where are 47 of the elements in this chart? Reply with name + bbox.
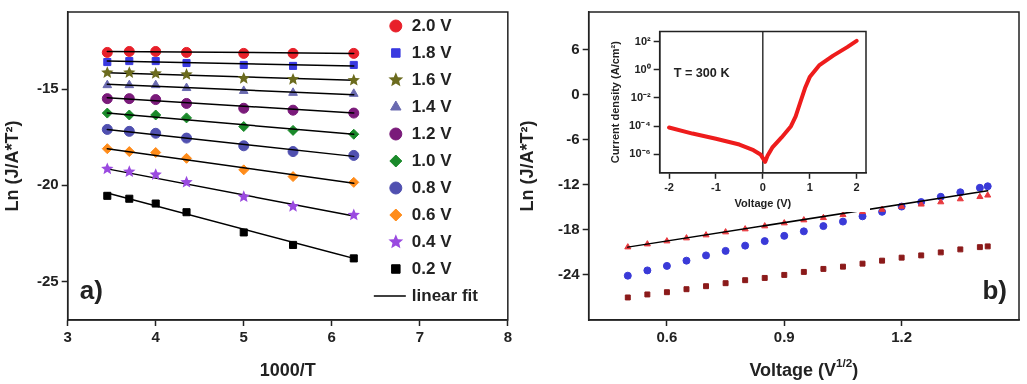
x-tick-label: 7 — [415, 328, 424, 346]
legend-label: linear fit — [411, 285, 479, 305]
x-tick-label: 2 — [853, 181, 860, 194]
y-tick-label: 10² — [634, 34, 652, 47]
legend-label: 1.2 V — [411, 123, 453, 143]
x-tick-label: 1 — [806, 181, 813, 194]
y-axis-title: Ln (J/A*T²) — [516, 120, 537, 212]
legend-label: 0.8 V — [411, 177, 453, 197]
annotation: b) — [982, 275, 1008, 306]
legend-label: 1.4 V — [411, 96, 453, 116]
y-tick-label: 10⁻² — [630, 90, 652, 103]
x-tick-label: -2 — [664, 181, 674, 194]
y-tick-label: 10⁰ — [634, 62, 651, 75]
y-tick-label: -12 — [557, 174, 580, 192]
y-tick-label: -18 — [557, 219, 580, 237]
x-tick-label: 0.9 — [773, 328, 795, 346]
x-tick-label: 0.6 — [656, 328, 678, 346]
legend-label: 1.6 V — [411, 69, 453, 89]
x-tick-label: 0 — [759, 181, 766, 194]
y-tick-label: 0 — [571, 84, 580, 102]
y-tick-label: -24 — [557, 265, 581, 283]
y-axis-title: Current density (A/cm²) — [608, 40, 621, 164]
x-tick-label: 5 — [239, 328, 248, 346]
legend-label: 0.4 V — [411, 231, 453, 251]
y-tick-label: -15 — [36, 79, 59, 97]
x-axis-title: 1000/T — [259, 360, 316, 381]
y-tick-label: 10⁻⁶ — [629, 147, 651, 160]
annotation: a) — [79, 275, 103, 306]
legend-label: 1.0 V — [411, 150, 453, 170]
annotation: T = 300 K — [673, 66, 731, 81]
legend-label: 1.8 V — [411, 42, 453, 62]
x-tick-label: 1.2 — [891, 328, 913, 346]
x-tick-label: -1 — [711, 181, 721, 194]
y-tick-label: 6 — [571, 39, 580, 57]
x-tick-label: 4 — [151, 328, 161, 346]
legend-label: 0.2 V — [411, 258, 453, 278]
y-tick-label: -20 — [36, 175, 59, 193]
legend-label: 2.0 V — [411, 15, 453, 35]
x-tick-label: 8 — [503, 328, 512, 346]
y-axis-title: Ln (J/A*T²) — [1, 120, 22, 212]
x-tick-label: 6 — [327, 328, 336, 346]
legend-label: 0.6 V — [411, 204, 453, 224]
y-tick-label: -25 — [36, 271, 59, 289]
y-tick-label: -6 — [566, 129, 580, 147]
x-axis-title: Voltage (V) — [734, 197, 792, 210]
y-tick-label: 10⁻⁴ — [628, 119, 651, 132]
x-tick-label: 3 — [63, 328, 72, 346]
